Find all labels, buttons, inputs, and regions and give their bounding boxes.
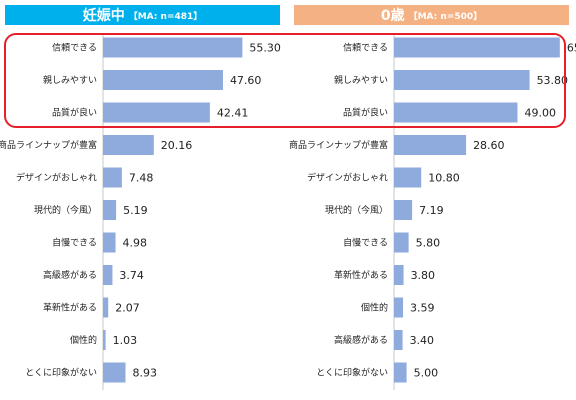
category-label: 品質が良い: [52, 107, 97, 119]
chart-panel-1: 信頼できる 65.80 親しみやすい 53.80 品質が良い 49.00 商品ラインナップが…: [289, 34, 576, 390]
category-label: 自慢できる: [52, 237, 97, 249]
value-label: 3.59: [410, 302, 435, 315]
value-label: 1.03: [113, 334, 138, 347]
category-label: 信頼できる: [52, 42, 97, 54]
category-label: 現代的（今風）: [34, 204, 97, 216]
bar: [103, 102, 210, 123]
chart-panel-0: 信頼できる 55.30 親しみやすい 47.60 品質が良い 42.41 商品ラインナップが…: [0, 34, 281, 390]
value-label: 5.00: [414, 367, 439, 380]
panel-subtitle-right: 【MA: n=500】: [408, 11, 483, 22]
value-label: 3.80: [411, 269, 436, 282]
bar: [394, 167, 422, 188]
value-label: 47.60: [230, 74, 262, 87]
value-label: 3.74: [119, 269, 144, 282]
bar: [103, 297, 109, 318]
category-label: 現代的（今風）: [325, 204, 388, 216]
bar: [394, 102, 518, 123]
highlight-frame: [4, 33, 566, 128]
panel-header-left: 妊娠中 【MA: n=481】: [5, 5, 280, 25]
bar: [394, 37, 560, 58]
category-label: 個性的: [70, 334, 97, 346]
bar: [394, 232, 409, 253]
panel-subtitle-left: 【MA: n=481】: [128, 11, 203, 22]
bar: [103, 232, 116, 253]
value-label: 49.00: [524, 107, 556, 120]
bar: [394, 297, 404, 318]
value-label: 53.80: [537, 74, 569, 87]
category-label: デザインがおしゃれ: [16, 172, 97, 184]
category-label: 革新性がある: [43, 302, 97, 314]
panel-header-right: 0歳 【MA: n=500】: [294, 5, 569, 25]
value-label: 55.30: [249, 42, 281, 55]
bar: [394, 362, 407, 383]
bar: [103, 37, 243, 58]
category-label: 親しみやすい: [43, 74, 97, 86]
category-label: 革新性がある: [334, 269, 388, 281]
category-label: とくに印象がない: [25, 367, 97, 379]
value-label: 7.19: [419, 204, 444, 217]
value-label: 2.07: [115, 302, 140, 315]
value-label: 10.80: [428, 172, 460, 185]
category-label: 商品ラインナップが豊富: [0, 139, 97, 151]
value-label: 7.48: [129, 172, 154, 185]
category-label: とくに印象がない: [316, 367, 388, 379]
category-label: 商品ラインナップが豊富: [289, 139, 388, 151]
category-label: デザインがおしゃれ: [307, 172, 388, 184]
value-label: 8.93: [133, 367, 158, 380]
category-label: 品質が良い: [343, 107, 388, 119]
value-label: 42.41: [217, 107, 249, 120]
value-label: 3.40: [410, 334, 435, 347]
category-label: 高級感がある: [43, 269, 97, 281]
bar: [103, 200, 117, 220]
value-label: 5.19: [123, 204, 148, 217]
bar: [103, 330, 106, 350]
bar: [103, 135, 154, 155]
value-label: 28.60: [473, 139, 505, 152]
bar: [394, 330, 403, 350]
bar: [394, 265, 404, 285]
category-label: 自慢できる: [343, 237, 388, 249]
bar: [103, 362, 126, 383]
category-label: 親しみやすい: [334, 74, 388, 86]
value-label: 20.16: [161, 139, 193, 152]
bar: [103, 167, 122, 188]
bar: [394, 200, 413, 220]
value-label: 65.80: [567, 42, 576, 55]
panel-title-left: 妊娠中: [82, 8, 125, 24]
bar: [394, 70, 530, 90]
bar: [103, 265, 113, 285]
panel-title-right: 0歳: [380, 8, 405, 24]
bar: [103, 70, 223, 90]
value-label: 4.98: [123, 237, 147, 250]
category-label: 信頼できる: [343, 42, 388, 54]
category-label: 個性的: [361, 302, 388, 314]
bar: [394, 135, 467, 155]
value-label: 5.80: [416, 237, 441, 250]
category-label: 高級感がある: [334, 334, 388, 346]
